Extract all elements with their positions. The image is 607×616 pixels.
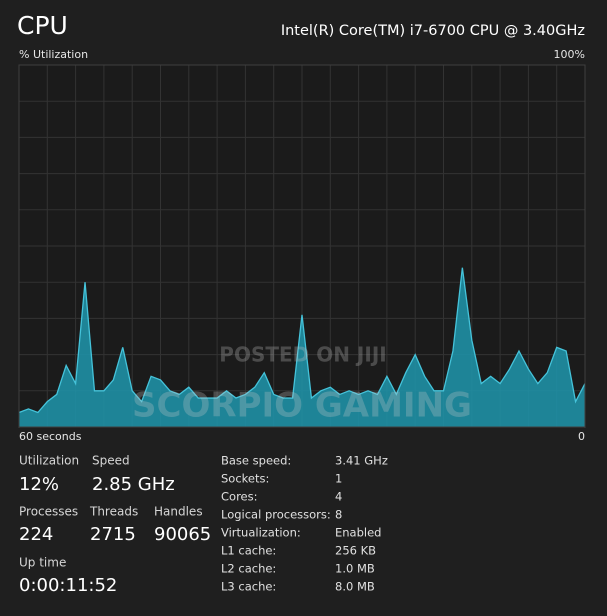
processor-name: Intel(R) Core(TM) i7-6700 CPU @ 3.40GHz bbox=[281, 23, 585, 39]
detail-label: Logical processors: bbox=[221, 508, 331, 522]
detail-label: Cores: bbox=[221, 490, 257, 504]
detail-value: 1.0 MB bbox=[335, 562, 375, 576]
detail-value: 8.0 MB bbox=[335, 580, 375, 594]
stat-label: Threads bbox=[89, 505, 138, 519]
detail-value: 3.41 GHz bbox=[335, 454, 388, 468]
stat-value: 2715 bbox=[90, 524, 136, 545]
y-axis-label: % Utilization bbox=[19, 48, 88, 61]
detail-value: 8 bbox=[335, 508, 342, 522]
detail-label: Virtualization: bbox=[221, 526, 301, 540]
stat-value: 2.85 GHz bbox=[92, 474, 175, 495]
stat-value: 12% bbox=[19, 474, 59, 495]
utilization-line bbox=[18, 267, 586, 414]
utilization-area bbox=[19, 267, 585, 427]
stat-value: 0:00:11:52 bbox=[19, 575, 117, 596]
stat-value: 90065 bbox=[154, 524, 211, 545]
stat-value: 224 bbox=[19, 524, 53, 545]
x-tick-label: 60 seconds bbox=[19, 430, 82, 443]
detail-value: 4 bbox=[335, 490, 342, 504]
stat-label: Utilization bbox=[19, 454, 79, 468]
detail-value: Enabled bbox=[335, 526, 381, 540]
stat-label: Handles bbox=[154, 505, 203, 519]
graph: 100% 60 seconds 0 POSTED ON JIJI SCORPIO GAM… bbox=[18, 48, 586, 443]
graph-border bbox=[18, 64, 586, 428]
detail-value: 256 KB bbox=[335, 544, 376, 558]
detail-value: 1 bbox=[335, 472, 342, 486]
x-tick-label: 0 bbox=[578, 430, 585, 443]
y-tick-label: 100% bbox=[554, 48, 585, 61]
detail-label: L2 cache: bbox=[221, 562, 276, 576]
detail-label: L3 cache: bbox=[221, 580, 276, 594]
stat-label: Up time bbox=[19, 556, 66, 570]
watermark: POSTED ON JIJI bbox=[219, 343, 386, 367]
detail-label: Base speed: bbox=[221, 454, 291, 468]
detail-label: L1 cache: bbox=[221, 544, 276, 558]
detail-label: Sockets: bbox=[221, 472, 269, 486]
stat-label: Processes bbox=[19, 505, 78, 519]
stat-label: Speed bbox=[92, 454, 130, 468]
page-title: CPU bbox=[17, 11, 68, 40]
details: Base speed: 3.41 GHz Sockets: 1 Cores: 4 Logic… bbox=[221, 454, 388, 594]
watermark: SCORPIO GAMING bbox=[132, 386, 472, 426]
